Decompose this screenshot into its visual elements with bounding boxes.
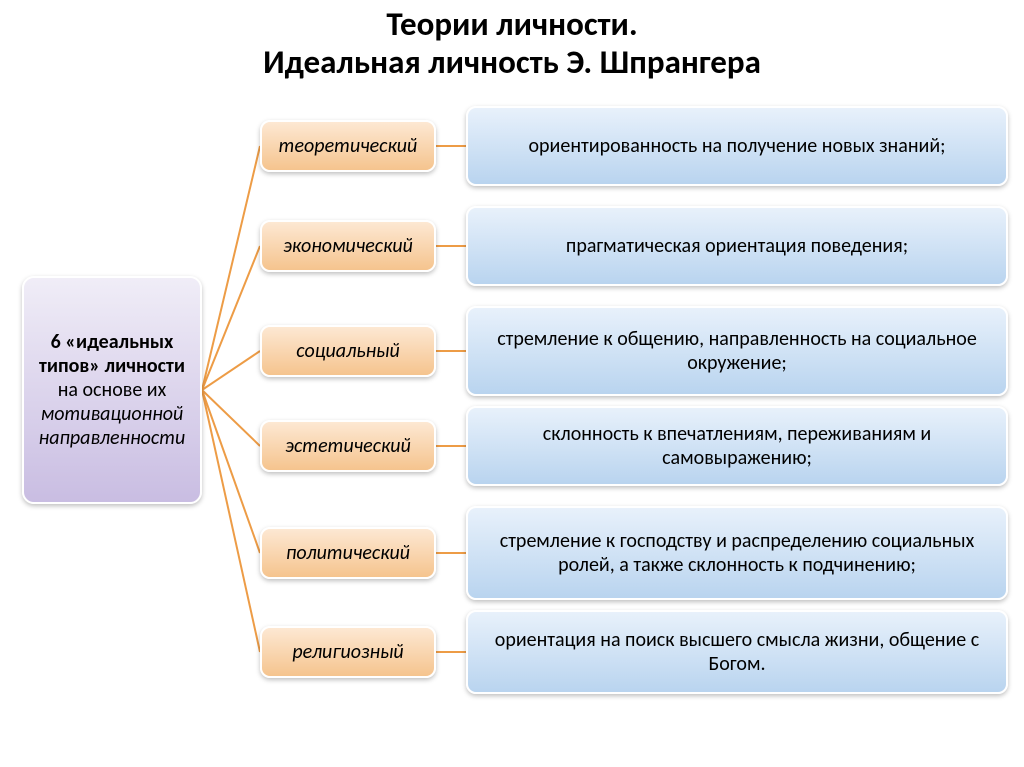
title-line1: Теории личности.	[0, 6, 1024, 44]
desc-node: склонность к впечатлениям, переживаниям …	[466, 406, 1008, 486]
root-label: 6 «идеальных типов» личностина основе их…	[32, 330, 192, 450]
desc-label: склонность к впечатлениям, переживаниям …	[480, 422, 994, 470]
type-node: эстетический	[260, 420, 436, 472]
type-node: экономический	[260, 220, 436, 272]
title-line2: Идеальная личность Э. Шпрангера	[0, 44, 1024, 82]
page-title: Теории личности. Идеальная личность Э. Ш…	[0, 0, 1024, 82]
desc-node: ориентация на поиск высшего смысла жизни…	[466, 610, 1008, 694]
desc-node: стремление к общению, направленность на …	[466, 306, 1008, 396]
type-node: религиозный	[260, 626, 436, 678]
type-node: теоретический	[260, 120, 436, 172]
desc-node: ориентированность на получение новых зна…	[466, 106, 1008, 186]
type-label: политический	[286, 541, 410, 565]
root-node: 6 «идеальных типов» личностина основе их…	[22, 276, 202, 504]
desc-label: прагматическая ориентация поведения;	[566, 234, 908, 258]
desc-label: стремление к общению, направленность на …	[480, 327, 994, 375]
type-label: социальный	[296, 339, 400, 363]
desc-node: прагматическая ориентация поведения;	[466, 206, 1008, 286]
type-node: политический	[260, 527, 436, 579]
desc-node: стремление к господству и распределению …	[466, 506, 1008, 600]
type-label: теоретический	[279, 134, 418, 158]
type-node: социальный	[260, 325, 436, 377]
type-label: религиозный	[292, 640, 403, 664]
type-label: экономический	[283, 234, 413, 258]
desc-label: ориентация на поиск высшего смысла жизни…	[480, 628, 994, 676]
desc-label: ориентированность на получение новых зна…	[529, 134, 946, 158]
desc-label: стремление к господству и распределению …	[480, 529, 994, 577]
type-label: эстетический	[285, 434, 411, 458]
